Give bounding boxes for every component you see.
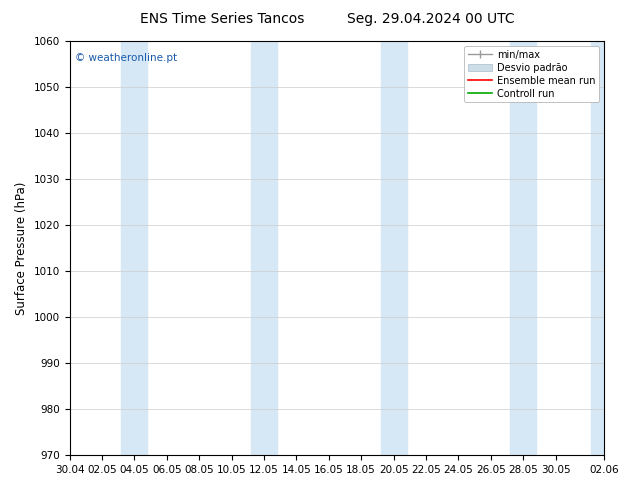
- Bar: [121, 41, 147, 455]
- Bar: [592, 41, 617, 455]
- Y-axis label: Surface Pressure (hPa): Surface Pressure (hPa): [15, 181, 28, 315]
- Bar: [510, 41, 536, 455]
- Text: ENS Time Series Tancos: ENS Time Series Tancos: [139, 12, 304, 26]
- Bar: [380, 41, 406, 455]
- Legend: min/max, Desvio padrão, Ensemble mean run, Controll run: min/max, Desvio padrão, Ensemble mean ru…: [464, 46, 599, 102]
- Text: Seg. 29.04.2024 00 UTC: Seg. 29.04.2024 00 UTC: [347, 12, 515, 26]
- Text: © weatheronline.pt: © weatheronline.pt: [75, 53, 177, 64]
- Bar: [251, 41, 277, 455]
